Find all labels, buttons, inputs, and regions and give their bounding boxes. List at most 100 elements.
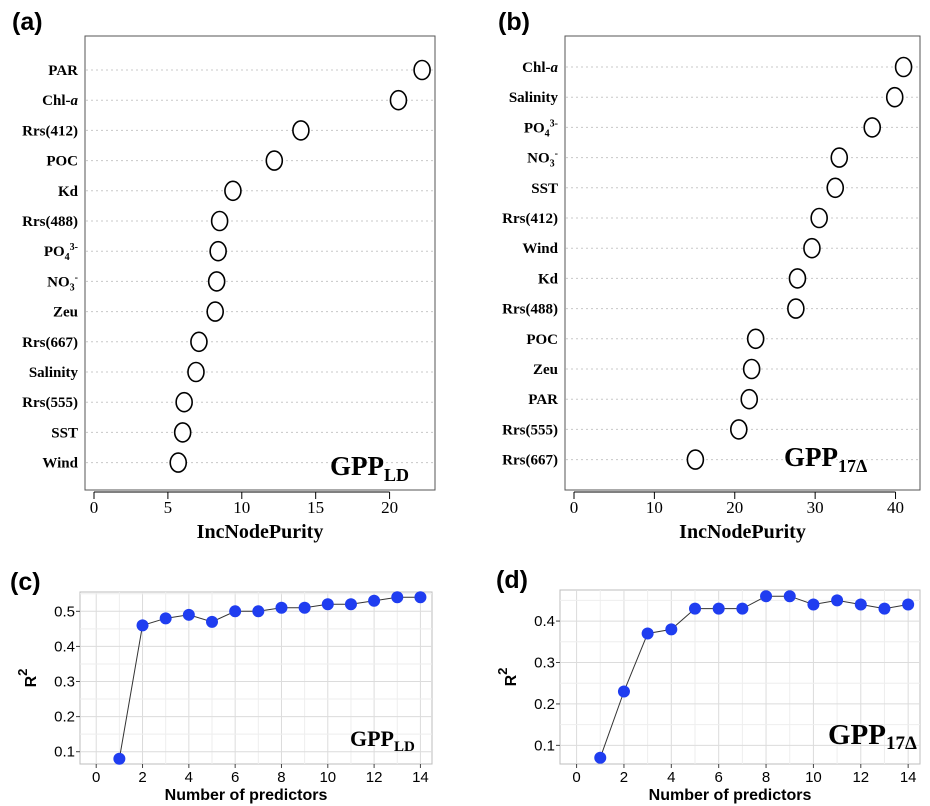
x-tick-label: 10 <box>646 498 663 517</box>
data-point <box>742 358 761 380</box>
data-point <box>113 752 126 765</box>
x-tick-label: 6 <box>231 769 239 786</box>
x-tick-label: 4 <box>667 769 675 786</box>
plot-frame <box>84 35 436 491</box>
x-axis-title: Number of predictors <box>165 787 328 804</box>
data-point <box>414 591 427 604</box>
data-point <box>210 210 229 232</box>
category-label: Rrs(488) <box>502 302 558 318</box>
data-point <box>252 605 265 618</box>
category-label: PAR <box>48 63 78 79</box>
dot-chart-a: (a) PAR Chl-a Rrs(412) POC Kd Rrs(488) PO43- NO3… <box>12 8 436 543</box>
y-tick-label: 0.2 <box>54 709 75 726</box>
data-point <box>617 685 630 698</box>
x-tick-label: 0 <box>90 498 99 517</box>
data-point <box>686 449 705 470</box>
x-axis-title: Number of predictors <box>649 787 812 804</box>
data-point <box>788 268 807 289</box>
data-point <box>760 590 773 603</box>
panel-label: (b) <box>498 8 530 36</box>
category-label: Salinity <box>29 365 79 381</box>
data-point <box>187 361 205 383</box>
data-point <box>389 89 408 111</box>
x-tick-label: 5 <box>164 498 173 517</box>
series-annotation: GPP17Δ <box>828 719 917 754</box>
data-point <box>298 601 311 614</box>
x-tick-label: 0 <box>92 769 100 786</box>
category-label: Rrs(667) <box>22 335 78 351</box>
data-point <box>209 240 227 262</box>
data-point <box>594 751 607 764</box>
y-tick-label: 0.2 <box>534 696 555 713</box>
data-point <box>169 452 188 473</box>
data-point <box>729 419 748 440</box>
x-axis-title: IncNodePurity <box>197 521 324 543</box>
data-point <box>854 598 867 611</box>
x-tick-label: 10 <box>805 769 822 786</box>
data-point <box>368 594 381 607</box>
y-tick-label: 0.3 <box>534 655 555 672</box>
x-tick-label: 30 <box>807 498 824 517</box>
data-point <box>344 598 357 611</box>
x-axis-title: IncNodePurity <box>679 521 806 543</box>
data-point <box>787 298 805 319</box>
series-annotation: GPP17Δ <box>784 442 867 476</box>
data-point <box>292 120 310 141</box>
plot-frame <box>564 35 921 491</box>
x-tick-label: 12 <box>366 769 383 786</box>
data-point <box>173 422 192 443</box>
x-tick-label: 14 <box>412 769 429 786</box>
x-tick-label: 8 <box>762 769 770 786</box>
data-point <box>783 590 796 603</box>
category-label: NO3- <box>47 272 78 293</box>
category-label: Kd <box>538 271 559 287</box>
category-label: Rrs(667) <box>502 453 558 469</box>
y-tick-label: 0.4 <box>54 638 75 655</box>
data-point <box>736 602 749 615</box>
data-point <box>206 615 218 628</box>
category-label: SST <box>51 425 78 441</box>
x-tick-label: 2 <box>138 769 146 786</box>
x-tick-label: 12 <box>852 769 869 786</box>
x-tick-label: 20 <box>726 498 743 517</box>
y-tick-label: 0.1 <box>534 737 555 754</box>
data-point <box>206 301 224 322</box>
data-point <box>885 86 904 108</box>
data-point <box>746 328 765 350</box>
category-label: Rrs(412) <box>22 123 78 139</box>
x-tick-label: 10 <box>233 498 250 517</box>
x-tick-label: 14 <box>900 769 917 786</box>
data-point <box>894 56 913 78</box>
data-point <box>826 177 845 199</box>
category-label: Rrs(488) <box>22 214 78 230</box>
panel-label: (d) <box>496 566 528 594</box>
category-label: Kd <box>58 184 79 200</box>
data-point <box>229 605 242 618</box>
data-point <box>689 602 701 615</box>
y-tick-label: 0.1 <box>54 744 75 761</box>
category-label: Chl-a <box>42 93 78 109</box>
x-tick-label: 8 <box>277 769 285 786</box>
y-axis-title: R2 <box>15 669 40 688</box>
data-point <box>175 391 193 413</box>
x-tick-label: 0 <box>570 498 579 517</box>
dot-chart-b: (b) Chl-a Salinity PO43- NO3- SST Rrs(412) Wind… <box>498 8 921 543</box>
plot-area <box>79 591 433 765</box>
data-point <box>413 59 431 81</box>
data-point <box>740 388 759 410</box>
category-label: Rrs(555) <box>22 395 78 411</box>
category-label: POC <box>526 332 558 348</box>
category-label: Salinity <box>509 90 559 106</box>
category-label: SST <box>531 181 558 197</box>
plot-area <box>559 589 921 765</box>
x-tick-label: 20 <box>381 498 398 517</box>
data-point <box>863 117 882 138</box>
data-point <box>275 601 288 614</box>
data-point <box>831 594 844 607</box>
x-tick-label: 15 <box>307 498 324 517</box>
category-label: PO43- <box>44 242 78 263</box>
panel-label: (a) <box>12 8 43 36</box>
data-point <box>159 612 172 625</box>
category-label: PAR <box>528 392 558 408</box>
data-point <box>830 147 849 168</box>
